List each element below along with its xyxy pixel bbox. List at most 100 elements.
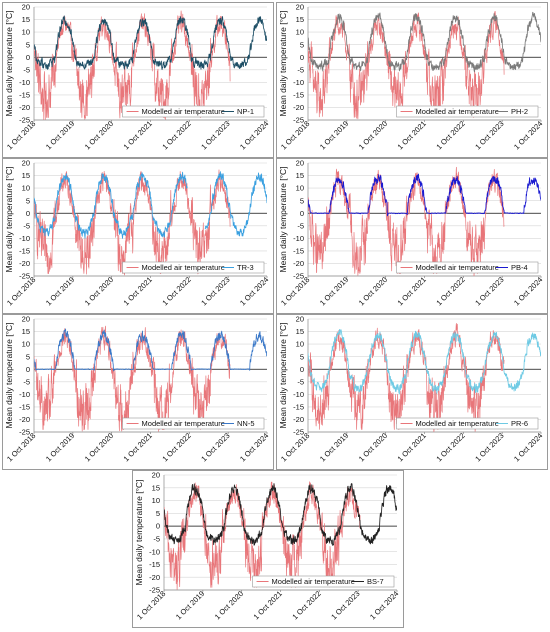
chart-panel-pr6: 20 15 10 5 0 -5 -10 -15 -20 -25 1 Oct 2018 1 Oct 20… [276,314,548,470]
y-tick-label: -10 [19,234,30,243]
series-line-modelled [308,166,505,276]
series-line-pb-4 [308,173,541,217]
x-tick-label: 1 Oct 2022 [160,431,192,463]
y-tick-label: 0 [26,365,30,374]
x-tick-label: 1 Oct 2021 [396,431,428,463]
x-tick-label: 1 Oct 2022 [434,119,466,151]
x-tick-label: 1 Oct 2021 [122,119,154,151]
y-tick-label: -15 [19,90,30,99]
legend-label-modelled: Modelled air temperature [416,263,499,272]
y-tick-label: -5 [23,65,30,74]
y-tick-label: 15 [296,171,304,180]
legend-label-station: PR-6 [511,419,528,428]
legend-box [122,417,265,430]
y-axis-label: Mean daily temperature [°C] [278,167,288,273]
series-line-modelled [34,169,231,276]
x-tick-label: 1 Oct 2019 [318,119,350,151]
legend-label-station: PH-2 [511,107,528,116]
x-tick-label: 1 Oct 2023 [199,275,231,307]
y-tick-label: 15 [22,327,30,336]
y-tick-label: 10 [22,184,30,193]
chart-panel-nn5: 20 15 10 5 0 -5 -10 -15 -20 -25 1 Oct 2018 1 Oct 20… [2,314,274,470]
x-tick-label: 1 Oct 2024 [238,275,270,307]
x-tick-label: 1 Oct 2022 [160,119,192,151]
y-axis-label: Mean daily temperature [°C] [278,11,288,117]
y-tick-label: -25 [19,272,30,281]
y-tick-label: 0 [300,209,304,218]
legend-label-station: PB-4 [511,263,528,272]
y-tick-label: -5 [297,377,304,386]
y-axis-label: Mean daily temperature [°C] [4,11,14,117]
y-tick-label: 10 [22,28,30,37]
y-tick-label: -5 [297,221,304,230]
y-tick-label: -25 [293,272,304,281]
x-tick-label: 1 Oct 2019 [318,431,350,463]
y-tick-label: -20 [293,415,304,424]
legend-box [122,261,265,274]
series-line-tr-3 [34,171,267,239]
y-tick-label: 20 [152,471,160,480]
y-tick-label: -5 [23,377,30,386]
x-tick-label: 1 Oct 2022 [290,589,322,621]
y-tick-label: -15 [293,90,304,99]
x-tick-label: 1 Oct 2019 [44,119,76,151]
x-tick-label: 1 Oct 2023 [473,431,505,463]
x-tick-label: 1 Oct 2024 [512,119,544,151]
x-tick-label: 1 Oct 2019 [174,589,206,621]
series-line-modelled [308,323,505,432]
y-tick-label: 0 [300,53,304,62]
y-tick-label: -20 [293,103,304,112]
chart-panel-tr3: 20 15 10 5 0 -5 -10 -15 -20 -25 1 Oct 2018 1 Oct 20… [2,158,274,314]
series-line-modelled [164,481,361,590]
y-tick-label: -20 [149,573,160,582]
x-tick-label: 1 Oct 2021 [396,275,428,307]
y-tick-label: -5 [297,65,304,74]
y-tick-label: 20 [296,315,304,324]
y-tick-label: -15 [19,402,30,411]
y-tick-label: -15 [149,560,160,569]
y-tick-label: 5 [300,352,304,361]
y-tick-label: 20 [22,3,30,12]
y-tick-label: 20 [22,315,30,324]
y-tick-label: -25 [19,428,30,437]
x-tick-label: 1 Oct 2023 [473,119,505,151]
x-tick-label: 1 Oct 2024 [512,275,544,307]
x-tick-label: 1 Oct 2021 [396,119,428,151]
y-tick-label: 5 [26,352,30,361]
y-tick-label: 15 [296,327,304,336]
x-tick-label: 1 Oct 2023 [329,589,361,621]
legend-label-station: NN-5 [237,419,255,428]
legend-label-modelled: Modelled air temperature [142,419,225,428]
x-tick-label: 1 Oct 2023 [199,119,231,151]
legend-box [122,105,265,118]
series-line-ph-2 [308,11,541,73]
x-tick-label: 1 Oct 2024 [368,589,400,621]
x-tick-label: 1 Oct 2020 [357,431,389,463]
x-tick-label: 1 Oct 2020 [83,275,115,307]
legend-label-modelled: Modelled air temperature [142,263,225,272]
y-tick-label: 5 [300,196,304,205]
series-line-modelled [308,11,505,120]
y-tick-label: -15 [293,246,304,255]
x-tick-label: 1 Oct 2021 [252,589,284,621]
x-tick-label: 1 Oct 2022 [434,431,466,463]
x-tick-label: 1 Oct 2019 [44,431,76,463]
x-tick-label: 1 Oct 2020 [357,275,389,307]
y-tick-label: -5 [23,221,30,230]
legend-label-modelled: Modelled air temperature [416,419,499,428]
y-tick-label: -25 [293,428,304,437]
legend-label-station: TR-3 [237,263,254,272]
y-tick-label: -20 [19,103,30,112]
y-axis-label: Mean daily temperature [°C] [4,323,14,429]
y-tick-label: -15 [19,246,30,255]
x-tick-label: 1 Oct 2020 [357,119,389,151]
y-tick-label: 15 [22,15,30,24]
chart-panel-ph2: 20 15 10 5 0 -5 -10 -15 -20 -25 1 Oct 2018 1 Oct 20… [276,2,548,158]
series-line-np-1 [34,15,267,71]
